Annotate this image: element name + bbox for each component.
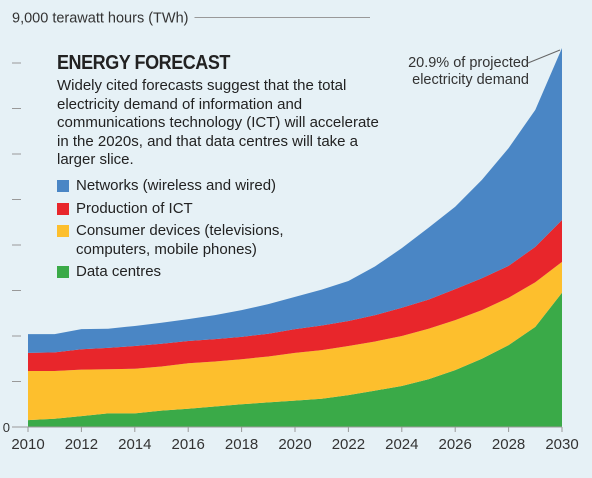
area (28, 219, 562, 372)
x-tick-label: 2018 (225, 436, 258, 453)
annotation-line: 20.9% of projected (408, 55, 529, 71)
x-tick-label: 2026 (439, 436, 472, 453)
x-tick-label: 2024 (385, 436, 418, 453)
x-tick-label: 2012 (65, 436, 98, 453)
legend: Networks (wireless and wired) Production … (57, 177, 357, 286)
legend-item: Consumer devices (televisions, computers… (57, 222, 357, 259)
x-tick-label: 2028 (492, 436, 525, 453)
legend-swatch (57, 180, 69, 192)
legend-label: Consumer devices (televisions, computers… (76, 222, 284, 258)
annotation: 20.9% of projected electricity demand (408, 55, 529, 89)
area (28, 292, 562, 427)
x-tick-label: 2020 (278, 436, 311, 453)
chart-title: ENERGY FORECAST (57, 52, 230, 74)
x-tick-label: 2016 (172, 436, 205, 453)
legend-label: Networks (wireless and wired) (76, 177, 277, 194)
x-tick-label: 2030 (545, 436, 578, 453)
legend-label: Data centres (76, 263, 162, 280)
x-tick-label: 2022 (332, 436, 365, 453)
x-tick-label: 2014 (118, 436, 151, 453)
description: Widely cited forecasts suggest that the … (57, 77, 379, 168)
legend-swatch (57, 202, 69, 215)
legend-item: Data centres (57, 263, 357, 282)
annotation-line: electricity demand (412, 72, 529, 88)
x-tick-label: 2010 (11, 436, 44, 453)
area (28, 261, 562, 421)
y-tick-label: 0 (3, 420, 10, 435)
legend-swatch (57, 266, 69, 278)
annotation-leader (527, 49, 561, 64)
legend-item: Networks (wireless and wired) (57, 177, 357, 196)
legend-swatch (57, 225, 69, 237)
legend-label: Production of ICT (76, 199, 193, 217)
area (28, 47, 562, 353)
legend-item: Production of ICT (57, 200, 357, 219)
y-tick-label: 9,000 terawatt hours (TWh) (12, 11, 189, 27)
